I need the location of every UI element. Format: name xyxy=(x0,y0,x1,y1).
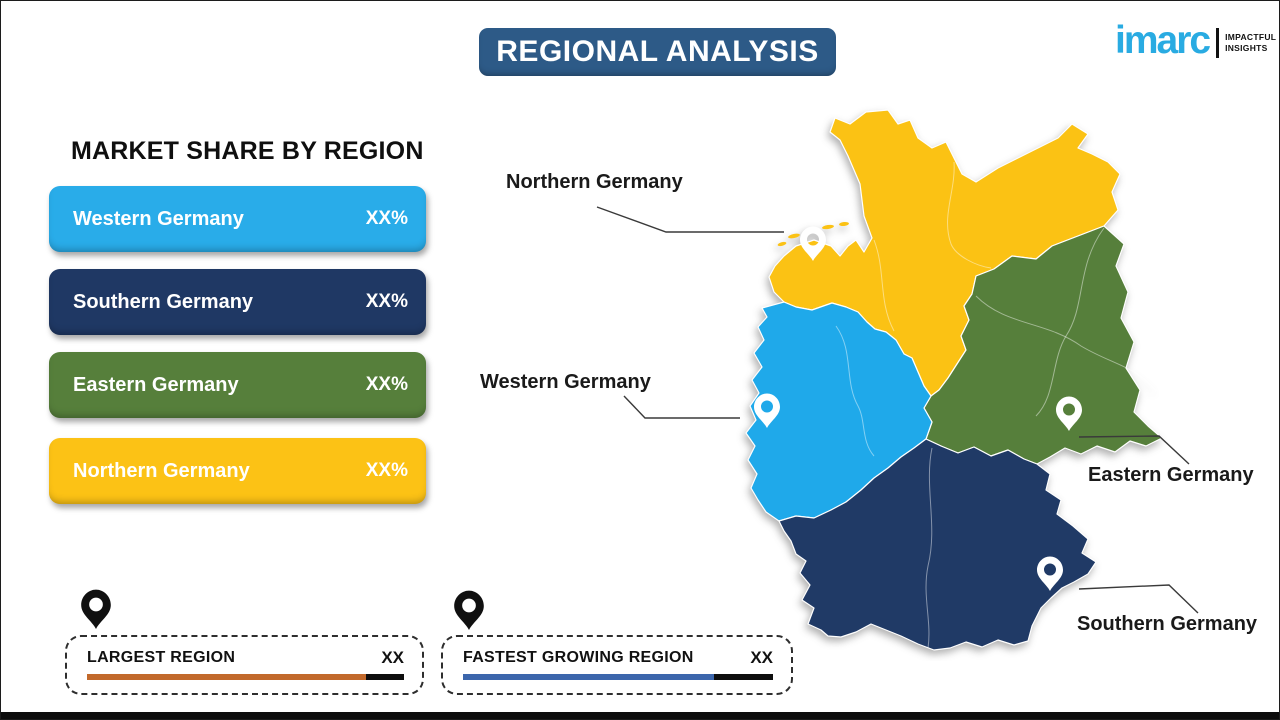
legend-bar-northern: Northern Germany XX% xyxy=(49,438,426,504)
fastest-growing-callout: FASTEST GROWING REGION XX xyxy=(441,635,793,695)
largest-region-bar-end xyxy=(365,674,404,680)
legend-bar-value: XX% xyxy=(365,374,408,395)
legend-bar-southern: Southern Germany XX% xyxy=(49,269,426,335)
page-title: REGIONAL ANALYSIS xyxy=(479,28,836,76)
legend-bar-eastern: Eastern Germany XX% xyxy=(49,352,426,418)
leader-line-western xyxy=(623,395,740,419)
largest-region-pin-icon xyxy=(81,589,111,629)
fastest-growing-pin-icon xyxy=(454,590,484,630)
legend-bar-value: XX% xyxy=(365,460,408,481)
map-label-northern-germany: Northern Germany xyxy=(506,171,683,193)
legend-bar-western: Western Germany XX% xyxy=(49,186,426,252)
fastest-growing-label: FASTEST GROWING REGION xyxy=(463,649,694,666)
map-label-western-germany: Western Germany xyxy=(480,371,651,393)
logo-tagline-line2: INSIGHTS xyxy=(1225,42,1268,53)
largest-region-callout: LARGEST REGION XX xyxy=(65,635,424,695)
legend-bar-label: Western Germany xyxy=(73,207,244,230)
legend-bar-label: Southern Germany xyxy=(73,290,254,313)
largest-region-value: XX xyxy=(381,648,404,667)
logo-divider xyxy=(1216,27,1220,58)
logo-tagline-line1: IMPACTFUL xyxy=(1225,31,1277,42)
legend-bar-label: Northern Germany xyxy=(73,459,250,482)
bottom-frame-strip xyxy=(1,712,1279,719)
map-label-southern-germany: Southern Germany xyxy=(1077,613,1258,635)
legend-bar-value: XX% xyxy=(365,291,408,312)
legend-bar-label: Eastern Germany xyxy=(73,373,239,396)
germany-map xyxy=(745,109,1163,651)
state-border-lines xyxy=(835,161,1157,649)
fastest-growing-bar xyxy=(463,674,773,680)
largest-region-bar xyxy=(87,674,404,680)
legend-heading: MARKET SHARE BY REGION xyxy=(71,137,424,165)
map-label-eastern-germany: Eastern Germany xyxy=(1088,464,1254,486)
region-southern-germany xyxy=(778,438,1097,651)
logo-tagline: IMPACTFUL INSIGHTS xyxy=(1225,32,1276,53)
imarc-logo-text: imarc xyxy=(1115,19,1211,62)
imarc-logo: imarc IMPACTFUL INSIGHTS xyxy=(1115,21,1276,60)
fastest-growing-value: XX xyxy=(750,648,773,667)
largest-region-label: LARGEST REGION xyxy=(87,649,236,666)
fastest-growing-bar-end xyxy=(714,674,773,680)
legend-bar-value: XX% xyxy=(365,208,408,229)
largest-region-bar-fill xyxy=(87,674,366,680)
fastest-growing-bar-fill xyxy=(463,674,715,680)
